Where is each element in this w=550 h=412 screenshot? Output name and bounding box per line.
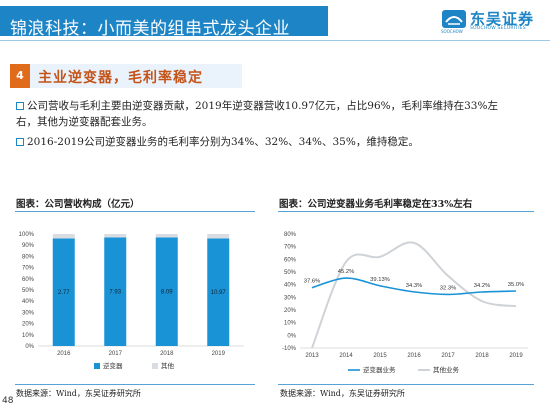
line-data-label: 32.3%	[440, 285, 456, 291]
bar-other	[207, 234, 230, 239]
bar-other	[104, 234, 127, 238]
y-tick-label: 60%	[284, 257, 297, 263]
legend-label-other: 其他	[161, 361, 175, 370]
right-chart-title: 图表：公司逆变器业务毛利率稳定在33%左右	[279, 199, 473, 210]
legend-swatch-inverter	[94, 363, 100, 369]
checkbox-bullet-icon	[16, 102, 24, 110]
company-logo: SOOCHOW 东吴证券 SOOCHOW SECURITIES	[440, 8, 548, 36]
x-tick-label: 2018	[475, 353, 489, 359]
y-tick-label: 0%	[287, 333, 296, 339]
y-tick-label: 80%	[284, 232, 297, 238]
section-heading: 4 主业逆变器，毛利率稳定	[10, 64, 242, 88]
bar-data-label: 7.93	[109, 290, 121, 296]
paragraph-text: 2016-2019公司逆变器业务的毛利率分别为34%、32%、34%、35%，维…	[27, 136, 419, 148]
left-chart-title: 图表：公司营收构成（亿元）	[16, 199, 140, 210]
right-source-divider	[278, 384, 534, 385]
y-tick-label: 100%	[19, 232, 35, 238]
paragraph-text: 公司营收与毛利主要由逆变器贡献，2019年逆变器营收10.97亿元，占比96%，…	[16, 100, 498, 128]
y-tick-label: 70%	[284, 245, 297, 251]
x-tick-label: 2018	[160, 351, 174, 357]
page-title: 锦浪科技：小而美的组串式龙头企业	[10, 19, 290, 39]
x-tick-label: 2017	[441, 353, 455, 359]
y-tick-label: 20%	[284, 308, 297, 314]
y-tick-label: -10%	[282, 346, 297, 352]
left-chart-source: 数据来源：Wind，东吴证券研究所	[16, 389, 141, 398]
paragraph-margin: 2016-2019公司逆变器业务的毛利率分别为34%、32%、34%、35%，维…	[16, 134, 526, 150]
line-data-label: 37.6%	[304, 279, 320, 285]
y-tick-label: 40%	[22, 299, 35, 305]
logo-name: 东吴证券	[470, 10, 535, 28]
x-tick-label: 2019	[509, 353, 523, 359]
legend-label-inverter: 逆变器	[103, 361, 123, 370]
x-tick-label: 2017	[109, 351, 123, 357]
y-tick-label: 10%	[284, 321, 297, 327]
bar-inverter	[104, 237, 127, 346]
y-tick-label: 20%	[22, 322, 35, 328]
page-number: 48	[2, 396, 14, 406]
right-chart-source: 数据来源：Wind，东吴证券研究所	[280, 389, 405, 398]
bar-other	[52, 234, 75, 239]
x-tick-label: 2013	[305, 353, 319, 359]
y-tick-label: 50%	[22, 288, 35, 294]
y-tick-label: 70%	[22, 266, 35, 272]
line-data-label: 34.2%	[474, 283, 490, 289]
x-tick-label: 2016	[57, 351, 71, 357]
line-data-label: 35.0%	[508, 282, 524, 288]
x-tick-label: 2016	[407, 353, 421, 359]
y-tick-label: 80%	[22, 254, 35, 260]
line-data-label: 45.2%	[338, 269, 354, 275]
bar-other	[155, 234, 178, 238]
y-tick-label: 40%	[284, 283, 297, 289]
logo-english-name: SOOCHOW SECURITIES	[470, 26, 526, 31]
bar-data-label: 2.77	[58, 290, 70, 296]
bar-inverter	[155, 237, 178, 346]
y-tick-label: 30%	[22, 310, 35, 316]
bar-data-label: 8.09	[161, 290, 173, 296]
series-line-inverter	[311, 277, 517, 296]
section-title: 主业逆变器，毛利率稳定	[38, 70, 203, 86]
checkbox-bullet-icon	[16, 138, 24, 146]
x-tick-label: 2019	[212, 351, 226, 357]
paragraph-revenue: 公司营收与毛利主要由逆变器贡献，2019年逆变器营收10.97亿元，占比96%，…	[16, 98, 516, 130]
legend-label-other: 其他业务	[433, 365, 460, 374]
y-tick-label: 30%	[284, 295, 297, 301]
y-tick-label: 60%	[22, 277, 35, 283]
line-data-label: 34.3%	[406, 283, 422, 289]
y-tick-label: 50%	[284, 270, 297, 276]
title-bar: 锦浪科技：小而美的组串式龙头企业	[0, 6, 328, 39]
legend-label-inverter: 逆变器业务	[363, 365, 396, 374]
left-chart-header: 图表：公司营收构成（亿元）	[15, 196, 255, 212]
x-tick-label: 2015	[373, 353, 387, 359]
bar-inverter	[52, 238, 75, 346]
legend-swatch-other	[152, 363, 158, 369]
header-divider	[0, 40, 550, 41]
revenue-composition-chart: 0% 10% 20% 30% 40% 50% 60% 70% 80% 90% 100% 2.77 201…	[19, 232, 244, 370]
bar-inverter	[207, 238, 230, 346]
section-number: 4	[10, 64, 30, 88]
series-line-other	[311, 241, 517, 349]
y-tick-label: 10%	[22, 333, 35, 339]
x-tick-label: 2014	[339, 353, 353, 359]
header: 锦浪科技：小而美的组串式龙头企业 SOOCHOW 东吴证券 SOOCHOW SE…	[0, 0, 550, 40]
right-chart-header: 图表：公司逆变器业务毛利率稳定在33%左右	[278, 196, 534, 212]
gross-margin-chart: -10% 0% 10% 20% 30% 40% 50% 60% 70% 80% 2013 2014 20…	[282, 232, 528, 374]
y-tick-label: 0%	[25, 344, 34, 350]
line-data-label: 39.13%	[370, 277, 390, 283]
logo-subtext: SOOCHOW	[441, 29, 463, 34]
bar-data-label: 10.97	[211, 290, 227, 296]
left-source-divider	[15, 384, 255, 385]
y-tick-label: 90%	[22, 243, 35, 249]
logo-badge-icon	[442, 10, 466, 28]
